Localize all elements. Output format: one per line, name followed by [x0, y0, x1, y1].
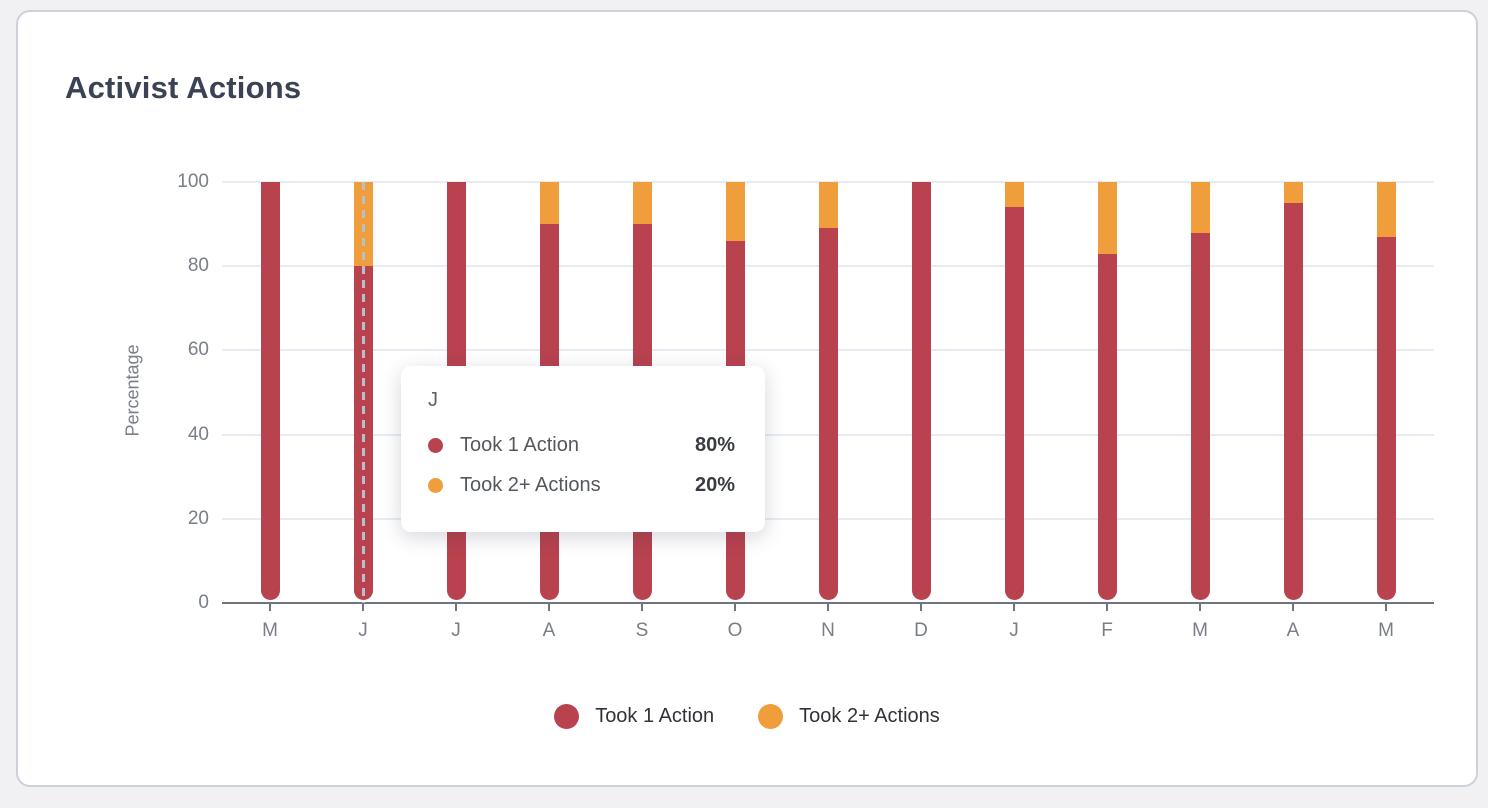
x-axis-tick-mark — [548, 604, 550, 611]
took-2-actions-dot-icon — [428, 478, 443, 493]
x-axis-tick-mark — [641, 604, 643, 611]
stacked-bar-chart: Percentage J Took 1 Action 80% Took 2+ A… — [18, 12, 1476, 785]
bar-segment-took-1-action[interactable] — [1004, 207, 1024, 600]
bar-segment-took-1-action[interactable] — [260, 182, 280, 600]
tooltip-series-label: Took 2+ Actions — [460, 474, 601, 496]
bar-segment-took-1-action[interactable] — [1283, 203, 1303, 600]
x-axis-line — [222, 602, 1434, 604]
took-1-action-dot-icon — [428, 438, 443, 453]
x-axis-tick-mark — [455, 604, 457, 611]
bar-segment-took-2-actions[interactable] — [725, 182, 745, 241]
x-axis-tick-label: S — [635, 620, 649, 641]
legend-label: Took 1 Action — [595, 705, 715, 727]
x-axis-tick-label: N — [821, 620, 835, 641]
y-axis-tick-label: 20 — [187, 507, 209, 529]
bar-segment-took-2-actions[interactable] — [1190, 182, 1210, 233]
tooltip-series-value: 20% — [694, 474, 735, 496]
legend-item-took-1-action[interactable]: Took 1 Action — [554, 704, 714, 729]
x-axis-tick-label: M — [1192, 620, 1208, 641]
x-axis-tick-label: J — [358, 620, 368, 641]
tooltip-row: Took 1 Action 80% — [428, 434, 735, 457]
x-axis-tick-label: J — [451, 620, 461, 641]
bar-segment-took-2-actions[interactable] — [1283, 182, 1303, 204]
page-title: Activist Actions — [65, 70, 302, 105]
x-axis-tick-label: D — [914, 620, 928, 641]
x-axis-tick-mark — [827, 604, 829, 611]
took-1-action-dot-icon — [554, 704, 580, 729]
hover-crosshair-line — [361, 182, 365, 603]
bar-segment-took-2-actions[interactable] — [818, 182, 838, 229]
y-axis-tick-label: 60 — [187, 339, 209, 361]
x-axis-tick-mark — [1292, 604, 1294, 611]
x-axis-tick-mark — [1106, 604, 1108, 611]
x-axis-tick-label: M — [1378, 620, 1394, 641]
x-axis-tick-label: A — [1286, 620, 1300, 641]
bar-segment-took-1-action[interactable] — [911, 182, 931, 600]
bar-segment-took-2-actions[interactable] — [1004, 182, 1024, 208]
bar-segment-took-2-actions[interactable] — [539, 182, 559, 225]
tooltip-title: J — [428, 389, 438, 411]
x-axis-tick-mark — [362, 604, 364, 611]
legend-item-took-2-actions[interactable]: Took 2+ Actions — [758, 704, 940, 729]
y-axis-tick-label: 0 — [198, 592, 209, 613]
y-axis-tick-label: 80 — [187, 255, 209, 277]
bar-segment-took-2-actions[interactable] — [1097, 182, 1117, 254]
x-axis-tick-mark — [1199, 604, 1201, 611]
x-axis-tick-label: J — [1009, 620, 1019, 641]
bar-segment-took-2-actions[interactable] — [1376, 182, 1396, 237]
took-2-actions-dot-icon — [758, 704, 784, 729]
tooltip-row: Took 2+ Actions 20% — [428, 474, 735, 497]
bar-segment-took-1-action[interactable] — [1097, 253, 1117, 600]
x-axis-tick-mark — [1385, 604, 1387, 611]
tooltip-series-value: 80% — [694, 434, 735, 456]
activist-actions-card: Activist Actions Percentage J Took 1 Act… — [16, 10, 1478, 787]
x-axis-tick-label: O — [727, 620, 743, 641]
bar-segment-took-1-action[interactable] — [818, 228, 838, 600]
x-axis-tick-label: F — [1101, 620, 1113, 641]
bar-segment-took-1-action[interactable] — [1190, 232, 1210, 600]
bar-segment-took-1-action[interactable] — [1376, 236, 1396, 600]
x-axis-tick-label: M — [262, 620, 278, 641]
x-axis-tick-mark — [1013, 604, 1015, 611]
tooltip-series-label: Took 1 Action — [460, 434, 579, 456]
chart-legend: Took 1 Action Took 2+ Actions — [18, 704, 1476, 729]
y-axis-tick-label: 40 — [187, 423, 209, 445]
chart-tooltip: J Took 1 Action 80% Took 2+ Actions 20% — [401, 366, 765, 532]
x-axis-tick-mark — [734, 604, 736, 611]
x-axis-tick-label: A — [542, 620, 556, 641]
bar-segment-took-2-actions[interactable] — [632, 182, 652, 225]
legend-label: Took 2+ Actions — [799, 705, 940, 727]
x-axis-tick-mark — [269, 604, 271, 611]
y-axis-tick-label: 100 — [177, 171, 209, 192]
x-axis-tick-mark — [920, 604, 922, 611]
